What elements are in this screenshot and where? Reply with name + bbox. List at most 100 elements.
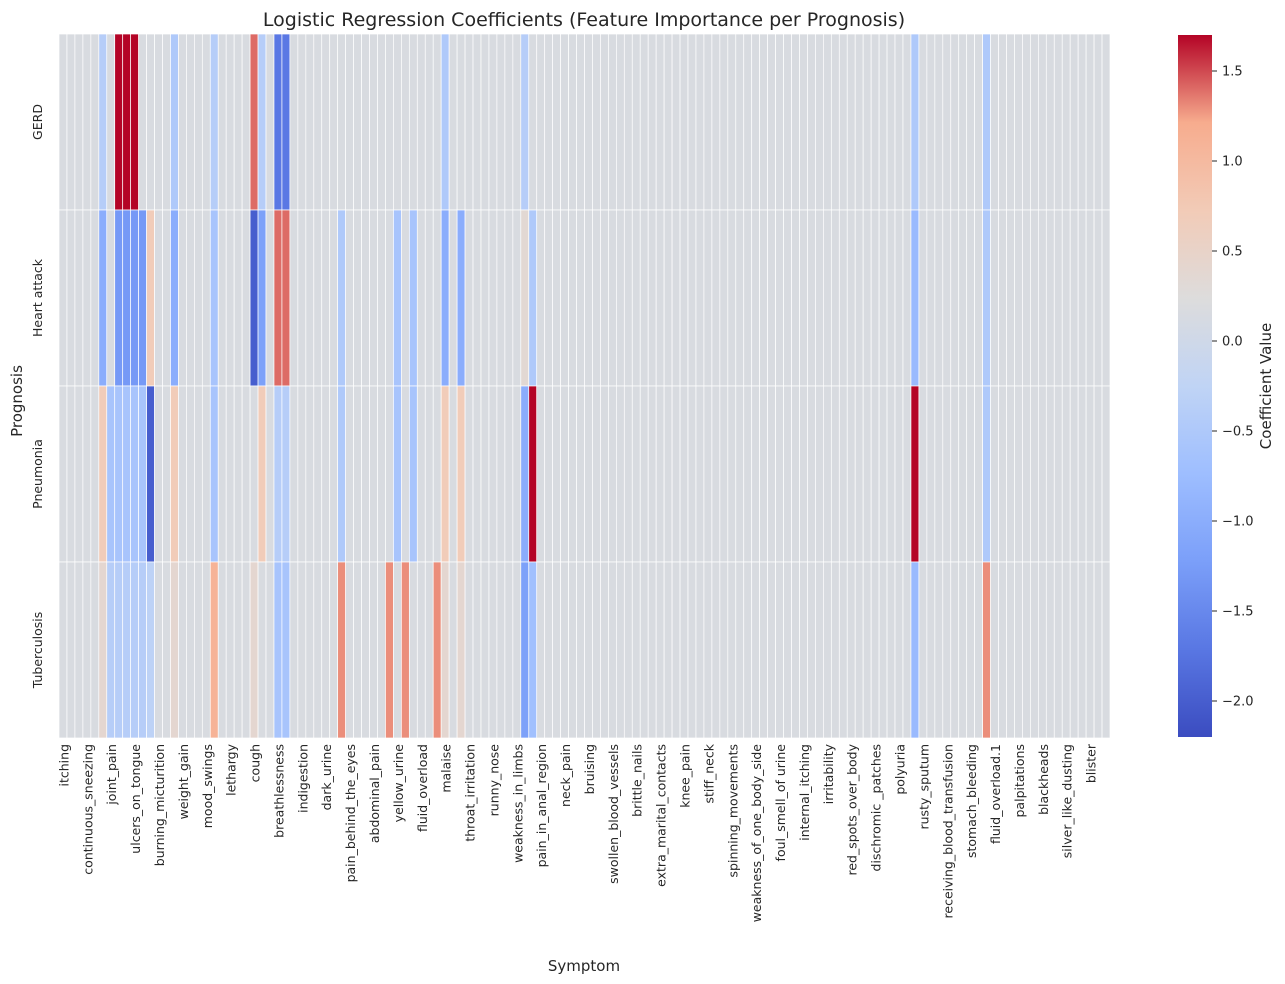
x-tick-label: extra_marital_contacts: [654, 744, 669, 887]
heatmap-cell: [401, 209, 410, 387]
heatmap-cell: [687, 33, 697, 211]
heatmap-cell: [225, 209, 235, 387]
colorbar-tick-label: 1.0: [1222, 155, 1243, 170]
heatmap-cell: [297, 561, 307, 739]
heatmap-cell: [281, 33, 291, 211]
heatmap-cell: [982, 33, 991, 211]
heatmap-cell: [608, 209, 617, 387]
heatmap-cell: [974, 209, 983, 387]
x-tick-label: weakness_in_limbs: [510, 744, 525, 863]
heatmap-cell: [106, 33, 116, 211]
heatmap-cell: [639, 385, 649, 563]
heatmap-cell: [846, 209, 856, 387]
heatmap-cell: [671, 209, 681, 387]
heatmap-cell: [615, 33, 625, 211]
heatmap-cell: [1085, 385, 1095, 563]
heatmap-cell: [1061, 561, 1071, 739]
heatmap-cell: [631, 385, 641, 563]
heatmap-cell: [1101, 385, 1111, 563]
heatmap-cell: [1006, 209, 1015, 387]
heatmap-cell: [687, 561, 697, 739]
heatmap-cell: [735, 33, 745, 211]
heatmap-cell: [162, 561, 171, 739]
heatmap-cell: [305, 209, 315, 387]
heatmap-cell: [233, 385, 243, 563]
y-tick-label: Tuberculosis: [30, 612, 45, 690]
heatmap-cell: [130, 209, 139, 387]
heatmap-cell: [186, 209, 195, 387]
heatmap-cell: [440, 561, 450, 739]
heatmap-cell: [122, 33, 132, 211]
heatmap-cell: [647, 33, 657, 211]
heatmap-cell: [655, 561, 665, 739]
heatmap-cell: [990, 385, 999, 563]
heatmap-cell: [1022, 209, 1031, 387]
heatmap-cell: [401, 33, 410, 211]
heatmap-cell: [759, 561, 768, 739]
y-axis-label: Prognosis: [8, 365, 26, 437]
heatmap-cell: [138, 385, 147, 563]
heatmap-cell: [631, 33, 641, 211]
heatmap-cell: [528, 561, 538, 739]
heatmap-cell: [82, 385, 92, 563]
heatmap-cell: [703, 385, 713, 563]
heatmap-cell: [998, 561, 1007, 739]
heatmap-cell: [1014, 209, 1023, 387]
heatmap-cell: [918, 385, 928, 563]
heatmap-cell: [799, 385, 808, 563]
heatmap-cell: [496, 561, 506, 739]
heatmap-cell: [711, 33, 721, 211]
heatmap-cell: [345, 385, 354, 563]
heatmap-cell: [791, 33, 800, 211]
heatmap-cell: [520, 385, 530, 563]
heatmap-cell: [1069, 209, 1079, 387]
heatmap-cell: [512, 33, 522, 211]
heatmap-cell: [456, 385, 466, 563]
heatmap-cell: [432, 385, 442, 563]
heatmap-cell: [990, 33, 999, 211]
heatmap-cell: [281, 385, 291, 563]
heatmap-cell: [910, 33, 920, 211]
x-tick-label: continuous_sneezing: [80, 744, 95, 875]
heatmap-cell: [687, 385, 697, 563]
heatmap-cell: [66, 209, 76, 387]
heatmap-cell: [966, 209, 975, 387]
heatmap-cell: [830, 209, 840, 387]
heatmap-cell: [703, 209, 713, 387]
heatmap-cell: [743, 385, 753, 563]
heatmap-cell: [496, 33, 506, 211]
heatmap-cell: [560, 33, 569, 211]
heatmap-cell: [170, 209, 179, 387]
heatmap-cell: [1022, 33, 1031, 211]
heatmap-cell: [58, 561, 68, 739]
heatmap-cell: [209, 385, 219, 563]
heatmap-cell: [759, 209, 768, 387]
heatmap-cell: [926, 209, 936, 387]
heatmap-cell: [886, 561, 896, 739]
heatmap-cell: [1069, 561, 1079, 739]
heatmap-cell: [424, 33, 434, 211]
heatmap-cell: [520, 561, 530, 739]
heatmap-cell: [82, 33, 92, 211]
heatmap-cell: [217, 561, 227, 739]
heatmap-cell: [1077, 561, 1087, 739]
heatmap-cell: [241, 33, 251, 211]
colorbar-tick-label: −1.0: [1222, 515, 1254, 530]
heatmap-cell: [472, 33, 482, 211]
heatmap-cell: [815, 385, 824, 563]
heatmap-cell: [767, 33, 776, 211]
heatmap-cell: [576, 561, 585, 739]
heatmap-cell: [1014, 33, 1023, 211]
heatmap-cell: [345, 33, 354, 211]
heatmap-cell: [58, 33, 68, 211]
heatmap-cell: [424, 561, 434, 739]
heatmap-cell: [807, 33, 816, 211]
heatmap-cell: [1069, 385, 1079, 563]
heatmap-cell: [823, 385, 832, 563]
heatmap-cell: [974, 385, 983, 563]
heatmap-cell: [639, 209, 649, 387]
heatmap-cell: [265, 209, 275, 387]
heatmap-cell: [369, 33, 378, 211]
x-tick-label: neck_pain: [558, 744, 573, 807]
heatmap-cell: [464, 33, 474, 211]
